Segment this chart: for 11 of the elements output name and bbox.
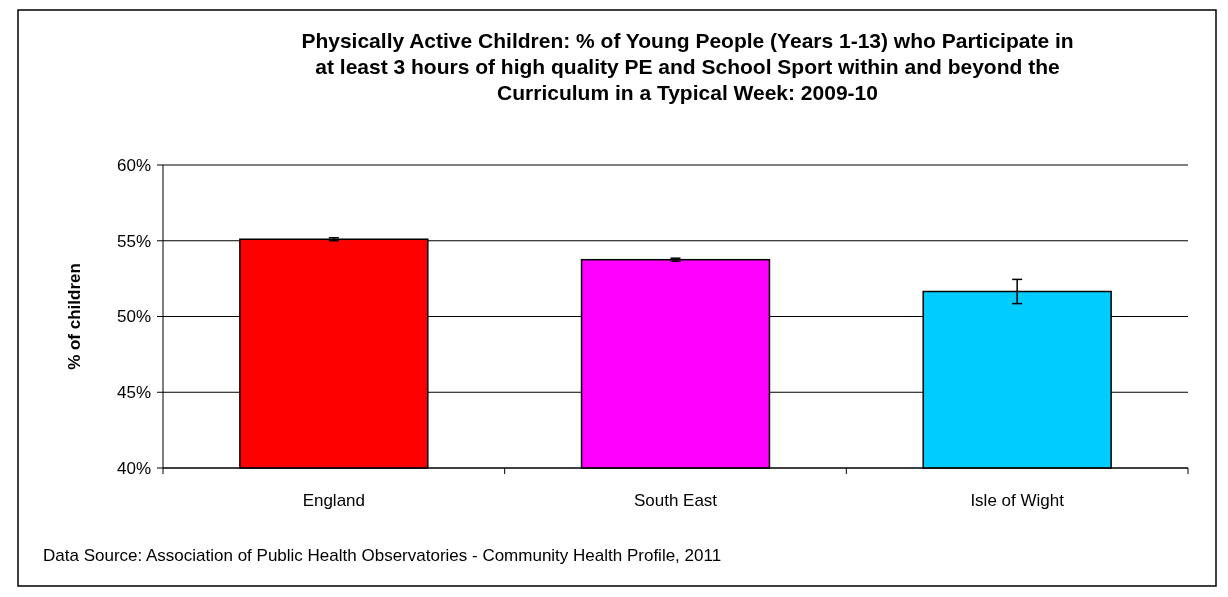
- x-tick-label: England: [302, 491, 366, 510]
- y-tick-label: 50%: [116, 307, 151, 327]
- y-tick-label: 60%: [116, 155, 151, 175]
- y-tick-label: 55%: [116, 231, 151, 251]
- chart-title: Physically Active Children: % of Young People (Years 1-13) who Participate in at least 3 hours of high quality PE and School Sport within and beyond the Curriculum in a Typical Week: 2009-10: [301, 29, 1074, 104]
- x-tick-label: Isle of Wight: [970, 491, 1065, 510]
- source-note: Data Source: Association of Public Health Observatories - Community Health Profile, 2011: [43, 546, 722, 565]
- y-axis-title: % of children: [65, 263, 84, 370]
- y-tick-label: 40%: [116, 458, 151, 478]
- y-tick-label: 45%: [116, 383, 151, 403]
- x-tick-label: South East: [633, 491, 718, 510]
